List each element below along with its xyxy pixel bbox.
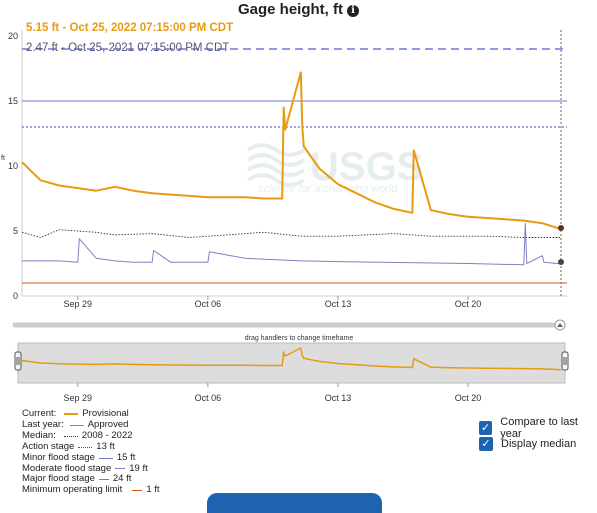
display-median-checkbox[interactable]: ✓: [479, 437, 493, 451]
legend-median-swatch: [63, 435, 78, 437]
current-end-marker: [558, 225, 564, 231]
legend: Current: Provisional Last year: Approved M…: [22, 408, 160, 496]
legend-major-label: Major flood stage: [22, 473, 95, 485]
navigator-series-line: [21, 346, 562, 371]
display-median-label: Display median: [501, 438, 577, 450]
legend-current-label: Current:: [22, 408, 57, 419]
navigator-window[interactable]: [17, 342, 566, 384]
series-current-line: [21, 71, 562, 231]
chart-area: USGS science for a changing world 0 5 10 15…: [1, 22, 569, 403]
navigator-hint: drag handlers to change timeframe: [245, 335, 354, 342]
compare-last-year-checkbox[interactable]: ✓: [479, 421, 493, 435]
legend-action-value: 13 ft: [96, 440, 115, 452]
navigator-left-handle[interactable]: [14, 351, 22, 371]
navigator-x-tick-label: Oct 13: [325, 393, 352, 403]
legend-moderate-label: Moderate flood stage: [22, 462, 112, 474]
legend-min-op-value: 1 ft: [146, 484, 160, 496]
legend-action-swatch: [78, 446, 93, 448]
legend-min-op-label: Minimum operating limit: [22, 484, 123, 496]
legend-last-year-label: Last year:: [22, 418, 64, 430]
legend-minor: Minor flood stage 15 ft: [22, 451, 160, 464]
legend-minor-swatch: [98, 457, 113, 459]
legend-minor-value: 15 ft: [116, 451, 136, 463]
y-tick-label: 0: [13, 291, 18, 301]
svg-text:USGS: USGS: [310, 145, 423, 189]
legend-current-value: Provisional: [82, 408, 129, 419]
y-tick-label: 20: [8, 31, 18, 41]
legend-median-label: Median:: [22, 429, 56, 441]
range-slider-handle[interactable]: [554, 319, 566, 331]
legend-moderate: Moderate flood stage 19 ft: [22, 462, 160, 475]
legend-moderate-value: 19 ft: [129, 462, 148, 474]
legend-min-op: Minimum operating limit 1 ft: [22, 484, 160, 496]
compare-last-year-label: Compare to last year: [500, 416, 578, 440]
usgs-watermark: USGS science for a changing world: [246, 143, 423, 195]
current-readout: 5.15 ft - Oct 25, 2022 07:15:00 PM CDT: [26, 22, 233, 34]
navigator-x-tick-label: Sep 29: [63, 393, 92, 403]
legend-last-year: Last year: Approved: [22, 418, 160, 431]
y-tick-label: 15: [8, 96, 18, 106]
legend-last-year-swatch: [69, 424, 84, 426]
y-tick-label: 5: [13, 226, 18, 236]
legend-action: Action stage 13 ft: [22, 440, 160, 453]
series-last-year-line: [22, 222, 562, 266]
last-year-readout: 2.47 ft - Oct 25, 2021 07:15:00 PM CDT: [26, 42, 229, 54]
navigator-right-handle[interactable]: [561, 351, 569, 371]
compare-last-year-option[interactable]: ✓ Compare to last year: [479, 416, 597, 440]
navigator-x-tick-label: Oct 20: [455, 393, 482, 403]
legend-major: Major flood stage 24 ft: [22, 474, 160, 485]
legend-major-swatch: [98, 479, 109, 481]
legend-median: Median: 2008 - 2022: [22, 429, 160, 442]
navigator-x-tick-label: Oct 06: [195, 393, 222, 403]
legend-major-value: 24 ft: [112, 473, 132, 485]
legend-last-year-value: Approved: [87, 418, 129, 430]
y-axis-label: ft: [1, 155, 5, 162]
display-median-option[interactable]: ✓ Display median: [479, 437, 576, 451]
legend-min-op-swatch: [132, 490, 143, 492]
bottom-action-button[interactable]: [207, 493, 382, 513]
legend-action-label: Action stage: [22, 440, 75, 452]
chart-title: Gage height, ft i: [0, 0, 597, 20]
series-median-line: [21, 229, 561, 238]
legend-median-value: 2008 - 2022: [81, 429, 133, 441]
legend-current: Current: Provisional: [22, 408, 160, 420]
x-tick-label: Oct 20: [455, 299, 482, 309]
svg-text:science for a changing world: science for a changing world: [258, 183, 398, 195]
x-tick-label: Oct 13: [325, 299, 352, 309]
info-icon[interactable]: i: [347, 5, 359, 17]
last-year-end-marker: [558, 259, 564, 265]
x-tick-label: Oct 06: [195, 299, 222, 309]
x-tick-label: Sep 29: [63, 299, 92, 309]
legend-minor-label: Minor flood stage: [22, 451, 95, 463]
y-tick-label: 10: [8, 161, 18, 171]
legend-current-swatch: [64, 413, 79, 416]
legend-moderate-swatch: [115, 468, 126, 470]
chart-title-text: Gage height, ft: [238, 1, 343, 18]
